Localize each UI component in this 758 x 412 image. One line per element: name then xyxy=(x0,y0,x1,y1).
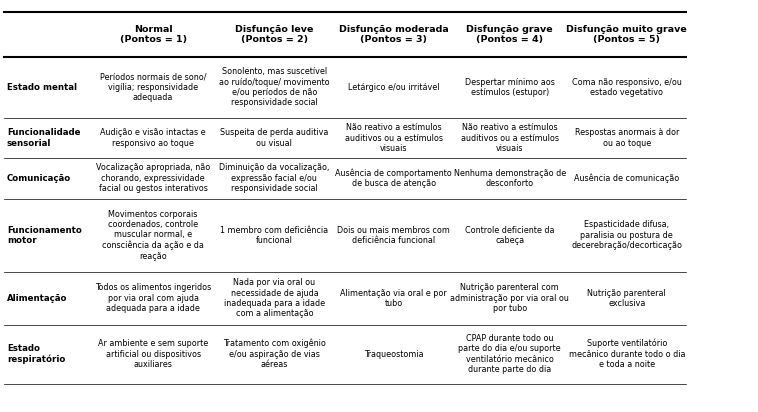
Text: Sonolento, mas suscetível
ao ruído/toque/ movimento
e/ou períodos de não
respons: Sonolento, mas suscetível ao ruído/toque… xyxy=(219,67,330,108)
Text: 1 membro com deficiência
funcional: 1 membro com deficiência funcional xyxy=(221,225,328,245)
Text: Traqueostomia: Traqueostomia xyxy=(364,350,424,358)
Text: Nutrição parenteral com
administração por via oral ou
por tubo: Nutrição parenteral com administração po… xyxy=(450,283,569,313)
Text: Comunicação: Comunicação xyxy=(7,174,71,183)
Text: Estado
respiratório: Estado respiratório xyxy=(7,344,65,364)
Text: Estado mental: Estado mental xyxy=(7,83,77,92)
Text: Nenhuma demonstração de
desconforto: Nenhuma demonstração de desconforto xyxy=(453,169,566,188)
Text: Disfunção leve
(Pontos = 2): Disfunção leve (Pontos = 2) xyxy=(235,25,314,44)
Text: Espasticidade difusa,
paralisia ou postura de
decerebração/decorticação: Espasticidade difusa, paralisia ou postu… xyxy=(572,220,682,250)
Text: Controle deficiente da
cabeça: Controle deficiente da cabeça xyxy=(465,225,555,245)
Text: Ausência de comportamento
de busca de atenção: Ausência de comportamento de busca de at… xyxy=(335,169,453,188)
Text: Não reativo a estímulos
auditivos ou a estímulos
visuais: Não reativo a estímulos auditivos ou a e… xyxy=(345,123,443,153)
Text: Suporte ventilatório
mecânico durante todo o dia
e toda a noite: Suporte ventilatório mecânico durante to… xyxy=(568,339,685,369)
Text: Nada por via oral ou
necessidade de ajuda
inadequada para a idade
com a alimenta: Nada por via oral ou necessidade de ajud… xyxy=(224,278,325,318)
Text: Dois ou mais membros com
deficiência funcional: Dois ou mais membros com deficiência fun… xyxy=(337,225,450,245)
Text: Disfunção muito grave
(Pontos = 5): Disfunção muito grave (Pontos = 5) xyxy=(566,25,688,44)
Text: Normal
(Pontos = 1): Normal (Pontos = 1) xyxy=(120,25,186,44)
Text: Respostas anormais à dor
ou ao toque: Respostas anormais à dor ou ao toque xyxy=(575,128,679,148)
Text: Despertar mínimo aos
estímulos (estupor): Despertar mínimo aos estímulos (estupor) xyxy=(465,77,555,97)
Text: Nutrição parenteral
exclusiva: Nutrição parenteral exclusiva xyxy=(587,288,666,308)
Text: Funcionalidade
sensorial: Funcionalidade sensorial xyxy=(7,128,80,148)
Text: Todos os alimentos ingeridos
por via oral com ajuda
adequada para a idade: Todos os alimentos ingeridos por via ora… xyxy=(95,283,211,313)
Text: Diminuição da vocalização,
expressão facial e/ou
responsividade social: Diminuição da vocalização, expressão fac… xyxy=(219,164,330,193)
Text: Coma não responsivo, e/ou
estado vegetativo: Coma não responsivo, e/ou estado vegetat… xyxy=(572,77,681,97)
Text: Disfunção moderada
(Pontos = 3): Disfunção moderada (Pontos = 3) xyxy=(339,25,449,44)
Text: Letárgico e/ou irritável: Letárgico e/ou irritável xyxy=(348,83,440,92)
Text: Alimentação via oral e por
tubo: Alimentação via oral e por tubo xyxy=(340,288,447,308)
Text: Disfunção grave
(Pontos = 4): Disfunção grave (Pontos = 4) xyxy=(466,25,553,44)
Text: Não reativo a estímulos
auditivos ou a estímulos
visuais: Não reativo a estímulos auditivos ou a e… xyxy=(461,123,559,153)
Text: Ar ambiente e sem suporte
artificial ou dispositivos
auxiliares: Ar ambiente e sem suporte artificial ou … xyxy=(98,339,208,369)
Text: Vocalização apropriada, não
chorando, expressividade
facial ou gestos interativo: Vocalização apropriada, não chorando, ex… xyxy=(96,164,210,193)
Text: Ausência de comunicação: Ausência de comunicação xyxy=(575,173,679,183)
Text: Alimentação: Alimentação xyxy=(7,294,67,303)
Text: Tratamento com oxigênio
e/ou aspiração de vias
aéreas: Tratamento com oxigênio e/ou aspiração d… xyxy=(223,339,326,369)
Text: Funcionamento
motor: Funcionamento motor xyxy=(7,225,82,245)
Text: Movimentos corporais
coordenados, controle
muscular normal, e
consciência da açã: Movimentos corporais coordenados, contro… xyxy=(102,210,204,261)
Text: Audição e visão intactas e
responsivo ao toque: Audição e visão intactas e responsivo ao… xyxy=(100,128,206,148)
Text: Períodos normais de sono/
vigília; responsividade
adequada: Períodos normais de sono/ vigília; respo… xyxy=(100,73,206,102)
Text: CPAP durante todo ou
parte do dia e/ou suporte
ventilatório mecânico
durante par: CPAP durante todo ou parte do dia e/ou s… xyxy=(459,334,561,374)
Text: Suspeita de perda auditiva
ou visual: Suspeita de perda auditiva ou visual xyxy=(221,128,328,148)
